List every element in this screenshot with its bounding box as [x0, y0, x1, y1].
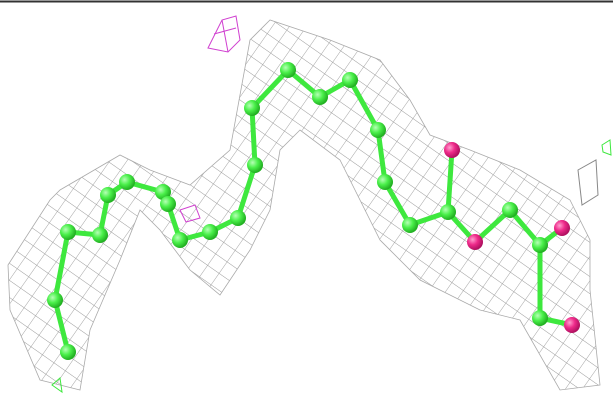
- atom: [554, 220, 570, 236]
- bond: [235, 162, 258, 221]
- atom: [60, 344, 76, 360]
- mesh-fragment: [51, 139, 612, 394]
- atom: [440, 204, 456, 220]
- mesh-fragment: [577, 159, 599, 206]
- atom: [377, 174, 393, 190]
- atom: [370, 122, 386, 138]
- atom: [467, 234, 483, 250]
- atom: [247, 157, 263, 173]
- bond: [249, 67, 291, 111]
- atom: [60, 224, 76, 240]
- atom: [342, 72, 358, 88]
- bond: [52, 229, 71, 303]
- atom: [564, 317, 580, 333]
- atom: [160, 196, 176, 212]
- atom: [280, 62, 296, 78]
- mesh-fragment: [207, 15, 241, 53]
- atom: [92, 227, 108, 243]
- bond: [382, 179, 413, 228]
- atom: [230, 210, 246, 226]
- atom: [172, 232, 188, 248]
- mesh-fragment: [179, 204, 201, 223]
- atom: [155, 184, 171, 200]
- atom: [202, 224, 218, 240]
- bond: [249, 105, 258, 168]
- bond: [52, 297, 71, 355]
- atom: [502, 202, 518, 218]
- atom: [312, 89, 328, 105]
- bond: [445, 147, 455, 215]
- atom: [532, 237, 548, 253]
- atoms: [47, 62, 580, 360]
- atom: [47, 292, 63, 308]
- atom: [100, 187, 116, 203]
- bond: [347, 77, 381, 133]
- atom: [244, 100, 260, 116]
- atom: [119, 174, 135, 190]
- atom: [444, 142, 460, 158]
- bond: [375, 127, 388, 185]
- atom: [402, 217, 418, 233]
- atom: [532, 310, 548, 326]
